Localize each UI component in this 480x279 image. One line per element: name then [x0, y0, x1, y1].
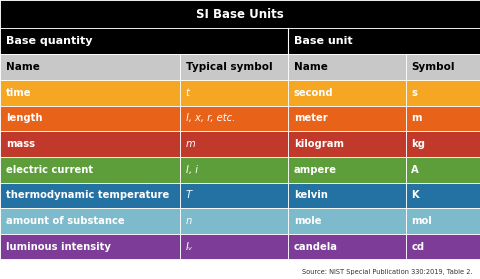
Text: kelvin: kelvin	[294, 190, 328, 200]
Text: l, x, r, etc.: l, x, r, etc.	[186, 113, 235, 123]
Bar	[288, 54, 406, 80]
Text: kilogram: kilogram	[294, 139, 344, 149]
Text: Name: Name	[6, 62, 40, 72]
Bar	[288, 28, 480, 54]
Text: time: time	[6, 88, 31, 98]
Bar	[0, 105, 180, 131]
Text: Symbol: Symbol	[411, 62, 455, 72]
Text: second: second	[294, 88, 334, 98]
Bar	[0, 131, 180, 157]
Bar	[0, 0, 480, 28]
Bar	[180, 54, 288, 80]
Text: T: T	[186, 190, 192, 200]
Bar	[406, 131, 480, 157]
Bar	[180, 80, 288, 105]
Text: amount of substance: amount of substance	[6, 216, 124, 226]
Bar	[288, 105, 406, 131]
Bar	[180, 234, 288, 259]
Bar	[0, 28, 288, 54]
Text: mol: mol	[411, 216, 432, 226]
Bar	[406, 80, 480, 105]
Text: Iᵥ: Iᵥ	[186, 242, 193, 252]
Text: Typical symbol: Typical symbol	[186, 62, 272, 72]
Text: Source: NIST Special Publication 330:2019, Table 2.: Source: NIST Special Publication 330:201…	[302, 269, 473, 275]
Text: n: n	[186, 216, 192, 226]
Bar	[288, 182, 406, 208]
Text: length: length	[6, 113, 42, 123]
Bar	[0, 182, 180, 208]
Bar	[406, 54, 480, 80]
Bar	[406, 105, 480, 131]
Bar	[288, 234, 406, 259]
Text: Base unit: Base unit	[294, 36, 352, 46]
Text: Name: Name	[294, 62, 328, 72]
Bar	[0, 234, 180, 259]
Bar	[406, 157, 480, 182]
Bar	[180, 208, 288, 234]
Bar	[288, 208, 406, 234]
Text: K: K	[411, 190, 419, 200]
Text: s: s	[411, 88, 417, 98]
Text: t: t	[186, 88, 190, 98]
Text: cd: cd	[411, 242, 424, 252]
Text: luminous intensity: luminous intensity	[6, 242, 110, 252]
Bar	[406, 182, 480, 208]
Text: electric current: electric current	[6, 165, 93, 175]
Bar	[288, 131, 406, 157]
Text: mole: mole	[294, 216, 321, 226]
Text: candela: candela	[294, 242, 338, 252]
Bar	[406, 208, 480, 234]
Bar	[0, 208, 180, 234]
Text: A: A	[411, 165, 419, 175]
Bar	[0, 157, 180, 182]
Text: kg: kg	[411, 139, 425, 149]
Bar	[180, 131, 288, 157]
Text: meter: meter	[294, 113, 327, 123]
Bar	[180, 105, 288, 131]
Text: mass: mass	[6, 139, 35, 149]
Bar	[0, 80, 180, 105]
Text: thermodynamic temperature: thermodynamic temperature	[6, 190, 169, 200]
Bar	[288, 80, 406, 105]
Bar	[180, 157, 288, 182]
Text: SI Base Units: SI Base Units	[196, 8, 284, 21]
Bar	[180, 182, 288, 208]
Text: ampere: ampere	[294, 165, 337, 175]
Text: m: m	[411, 113, 422, 123]
Bar	[0, 54, 180, 80]
Bar	[406, 234, 480, 259]
Text: I, i: I, i	[186, 165, 198, 175]
Text: m: m	[186, 139, 195, 149]
Bar	[288, 157, 406, 182]
Text: Base quantity: Base quantity	[6, 36, 92, 46]
